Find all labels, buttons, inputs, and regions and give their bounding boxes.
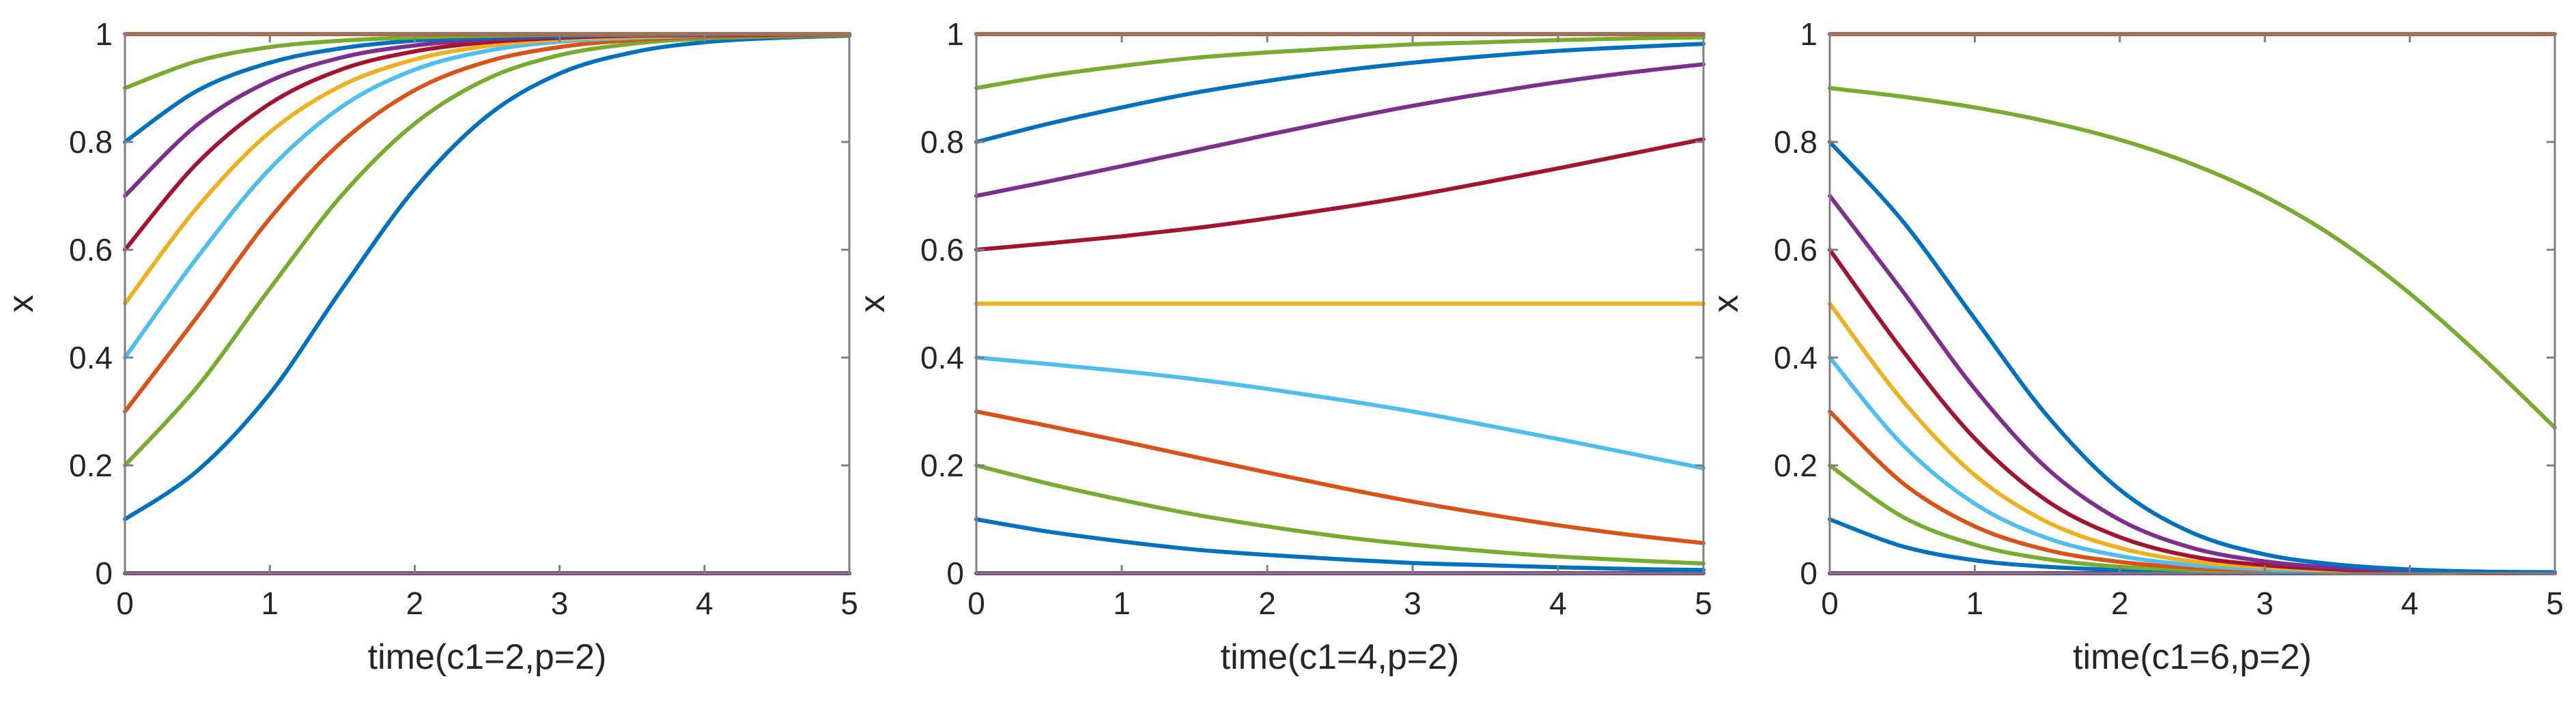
- x-tick-label: 4: [2401, 586, 2419, 621]
- series-line-x0-0-3: [123, 32, 851, 414]
- x-tick-label: 0: [1821, 586, 1839, 621]
- y-tick-label: 1: [95, 16, 113, 52]
- series-line-x0-0-7: [1828, 194, 2557, 575]
- x-tick-label: 3: [2256, 586, 2274, 621]
- x-axis-label: time(c1=2,p=2): [368, 637, 607, 677]
- y-tick-label: 0: [946, 556, 964, 591]
- y-tick-label: 0.6: [1774, 232, 1817, 268]
- x-tick-label: 3: [1404, 586, 1421, 621]
- series-group: [974, 32, 1705, 575]
- y-tick-label: 0: [95, 556, 113, 591]
- y-tick-label: 1: [1800, 16, 1817, 52]
- y-axis-label: x: [1706, 295, 1746, 313]
- chart-panel-2: 0 1 2 3 4 5 0 0.2 0.4 0.6 0.8 1 time(c1=4,p=2) x: [853, 16, 1712, 677]
- y-tick-label: 1: [946, 16, 964, 52]
- series-line-x0-0-8: [1828, 140, 2557, 575]
- axes-frame: [975, 33, 1705, 575]
- series-group: [123, 31, 851, 575]
- x-tick-label: 1: [261, 586, 279, 621]
- y-axis-label: x: [853, 295, 892, 313]
- x-tick-label: 5: [840, 586, 858, 621]
- x-tick-label: 2: [2111, 586, 2129, 621]
- y-tick-label: 0.6: [920, 232, 964, 268]
- x-tick-label: 0: [967, 586, 985, 621]
- series-line-x0-0-9: [1828, 86, 2557, 430]
- series-line-x0-0-9: [974, 35, 1705, 90]
- chart-panel-3: 0 1 2 3 4 5 0 0.2 0.4 0.6 0.8 1 time(c1=6,p=2) x: [1706, 16, 2564, 677]
- x-tick-label: 2: [406, 586, 424, 621]
- x-tick-label: 2: [1258, 586, 1276, 621]
- x-tick-label: 1: [1966, 586, 1984, 621]
- y-tick-label: 0.4: [920, 340, 964, 375]
- y-tick-label: 0.8: [920, 124, 964, 160]
- series-line-x0-0-1: [974, 517, 1705, 573]
- axes-frame: [1828, 33, 2556, 575]
- y-tick-label: 0.2: [920, 448, 964, 483]
- series-line-x0-0-7: [974, 62, 1705, 198]
- series-line-x0-0-3: [974, 409, 1705, 545]
- x-tick-label: 0: [116, 586, 134, 621]
- series-line-x0-0-4: [1828, 356, 2557, 575]
- y-tick-label: 0.8: [1774, 124, 1817, 160]
- y-tick-label: 0.8: [69, 124, 113, 160]
- y-tick-label: 0.2: [69, 448, 113, 483]
- series-line-x0-0-6: [1828, 248, 2557, 575]
- series-line-x0-0-4: [123, 32, 851, 360]
- x-tick-label: 5: [2546, 586, 2564, 621]
- series-line-x0-0-6: [974, 137, 1705, 252]
- y-tick-label: 0.2: [1774, 448, 1817, 483]
- y-tick-label: 0.6: [69, 232, 113, 268]
- series-line-x0-0-4: [974, 356, 1705, 470]
- series-line-x0-0-8: [974, 42, 1705, 144]
- y-tick-label: 0.4: [1774, 340, 1817, 375]
- x-tick-label: 3: [551, 586, 569, 621]
- series-line-x0-0-1: [123, 33, 851, 521]
- y-axis-label: x: [1, 295, 41, 313]
- x-axis-label: time(c1=4,p=2): [1221, 637, 1460, 677]
- x-axis-label: time(c1=6,p=2): [2073, 637, 2312, 677]
- y-tick-label: 0: [1800, 556, 1817, 591]
- chart-panel-1: 0 1 2 3 4 5 0 0.2 0.4 0.6 0.8 1 time(c1=2,p=2) x: [1, 16, 858, 677]
- series-group: [1828, 32, 2557, 576]
- axes-frame: [124, 33, 851, 575]
- series-line-x0-0-6: [123, 32, 851, 252]
- x-tick-label: 4: [696, 586, 713, 621]
- y-tick-label: 0.4: [69, 340, 113, 375]
- x-tick-label: 5: [1695, 586, 1712, 621]
- series-line-x0-0-2: [974, 463, 1705, 566]
- x-tick-label: 4: [1549, 586, 1567, 621]
- x-tick-label: 1: [1113, 586, 1131, 621]
